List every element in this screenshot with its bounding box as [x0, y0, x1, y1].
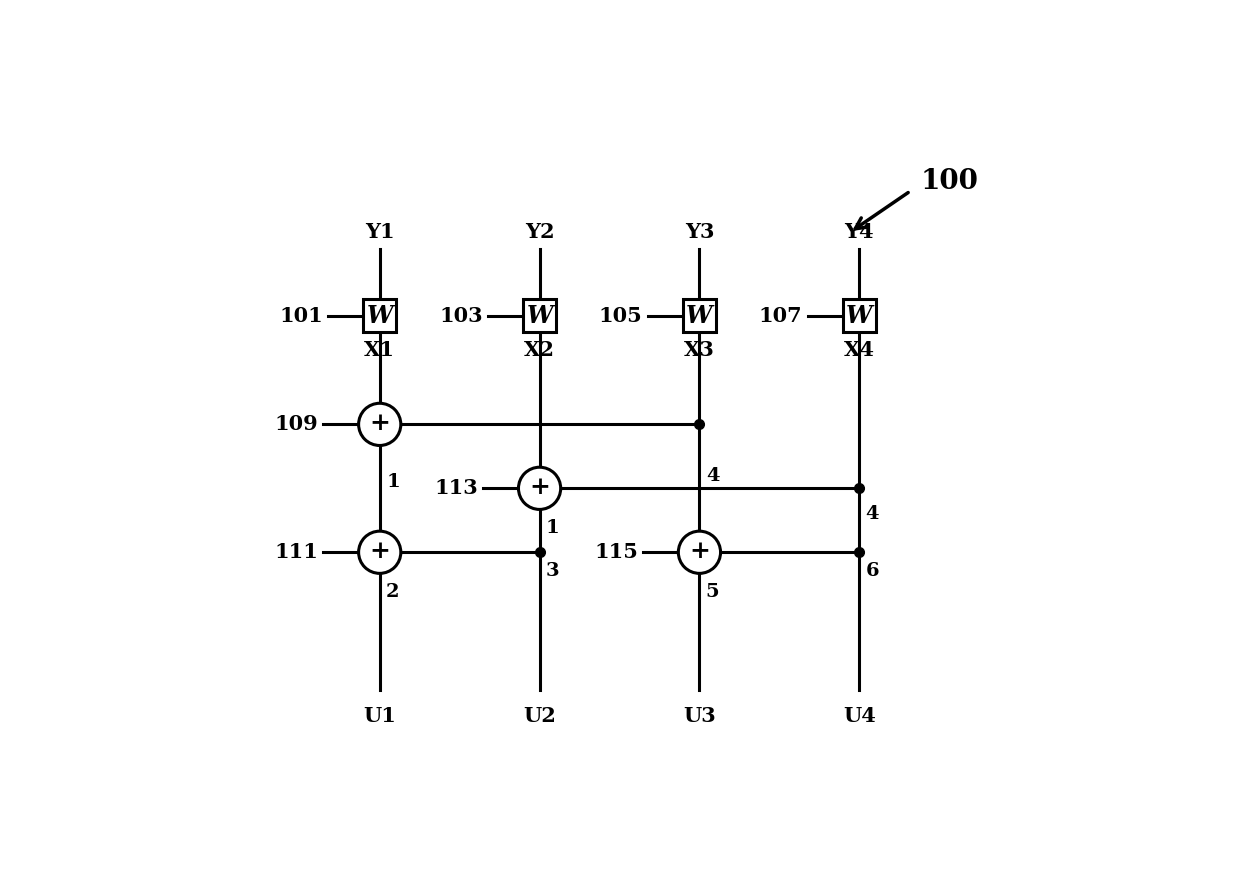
Text: 1: 1	[546, 519, 559, 537]
Text: X3: X3	[684, 340, 715, 360]
Circle shape	[678, 531, 720, 574]
Text: 109: 109	[274, 414, 319, 434]
Text: +: +	[529, 475, 551, 499]
Text: W: W	[686, 303, 713, 328]
Text: W: W	[526, 303, 553, 328]
Text: 100: 100	[920, 168, 978, 194]
Bar	[523, 299, 557, 332]
Text: Y3: Y3	[684, 222, 714, 242]
Bar	[683, 299, 715, 332]
Text: 1: 1	[386, 473, 399, 491]
Text: 2: 2	[386, 583, 399, 601]
Text: 115: 115	[594, 542, 639, 562]
Text: X1: X1	[365, 340, 396, 360]
Text: U2: U2	[523, 705, 556, 726]
Text: Y4: Y4	[844, 222, 874, 242]
Circle shape	[358, 531, 401, 574]
Text: 103: 103	[439, 306, 482, 325]
Text: +: +	[370, 539, 391, 563]
Text: 4: 4	[706, 467, 719, 485]
Text: W: W	[846, 303, 873, 328]
Text: 113: 113	[434, 479, 479, 498]
Text: U3: U3	[683, 705, 715, 726]
Text: 4: 4	[866, 505, 879, 523]
Text: 101: 101	[279, 306, 322, 325]
Text: 5: 5	[706, 583, 719, 601]
Bar	[363, 299, 397, 332]
Text: 111: 111	[274, 542, 319, 562]
Circle shape	[358, 403, 401, 446]
Text: U1: U1	[363, 705, 396, 726]
Circle shape	[518, 467, 560, 509]
Text: X2: X2	[525, 340, 556, 360]
Text: 107: 107	[759, 306, 802, 325]
Text: W: W	[367, 303, 393, 328]
Bar	[843, 299, 875, 332]
Text: +: +	[370, 411, 391, 435]
Text: +: +	[689, 539, 709, 563]
Text: X4: X4	[843, 340, 874, 360]
Text: 6: 6	[866, 562, 879, 580]
Text: 105: 105	[599, 306, 642, 325]
Text: U4: U4	[843, 705, 875, 726]
Text: Y2: Y2	[525, 222, 554, 242]
Text: 3: 3	[546, 562, 559, 580]
Text: Y1: Y1	[365, 222, 394, 242]
